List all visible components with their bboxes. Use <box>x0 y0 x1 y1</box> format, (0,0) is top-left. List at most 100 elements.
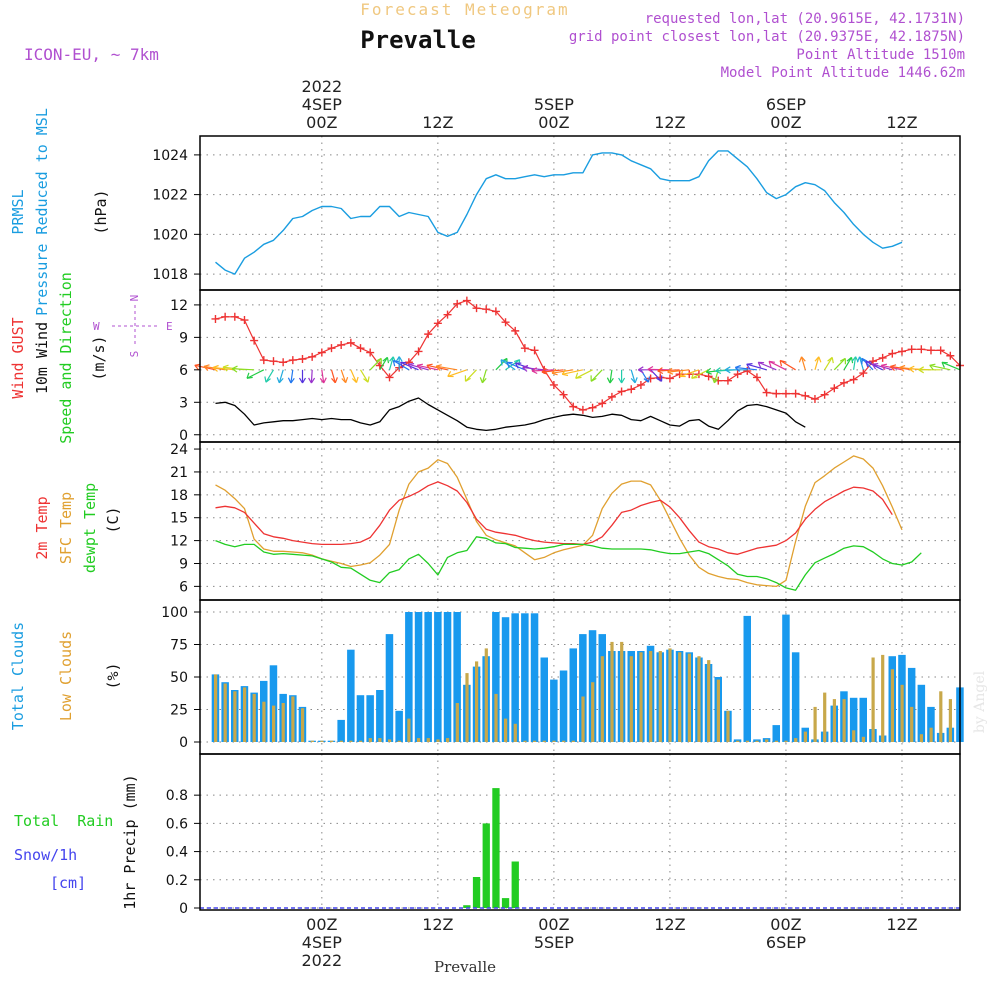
rain-bar <box>482 823 490 908</box>
low-cloud-bar <box>852 730 856 742</box>
rain-bar <box>501 898 510 908</box>
wind-direction-arrowhead <box>757 361 765 368</box>
wind-direction-arrowhead <box>399 361 407 368</box>
total-cloud-bar <box>743 615 751 742</box>
wind-direction-arrowhead <box>382 356 390 364</box>
pressure-panel-frame <box>199 135 961 291</box>
low-cloud-bar <box>784 740 788 742</box>
wind-direction-arrowhead <box>647 365 654 374</box>
cloud-tick-label: 50 <box>170 670 188 686</box>
gust-marker <box>820 390 829 399</box>
snow-unit: [cm] <box>50 874 86 892</box>
wind-label-dir: Speed and Direction <box>57 272 75 444</box>
top-time-label: 00Z <box>306 113 337 132</box>
wind-direction-arrowhead <box>656 375 663 382</box>
total-cloud-bar <box>385 634 394 742</box>
wind-direction-arrowhead <box>814 356 822 363</box>
gust-marker <box>849 375 858 384</box>
gust-marker <box>327 344 336 353</box>
total-cloud-bar <box>559 670 568 742</box>
gust-marker <box>482 305 491 314</box>
pressure-tick-label: 1024 <box>152 148 188 164</box>
low-cloud-bar <box>233 691 237 742</box>
wind-direction-arrow <box>350 369 358 383</box>
temp-tick-label: 21 <box>170 465 188 481</box>
wind-tick-label: 3 <box>179 395 188 411</box>
low-cloud-bar <box>890 669 894 742</box>
low-cloud-bar <box>504 718 508 742</box>
gust-marker <box>259 356 268 365</box>
total-cloud-bar <box>337 719 345 742</box>
gust-marker <box>288 356 297 365</box>
low-cloud-bar <box>214 674 218 742</box>
gust-marker <box>607 392 616 401</box>
top-time-label: 12Z <box>886 113 917 132</box>
top-time-label: 00Z <box>538 113 569 132</box>
gust-marker <box>337 340 346 349</box>
low-cloud-bar <box>678 652 682 742</box>
bottom-time-label: 2022 <box>301 951 342 970</box>
pressure-label-1: PRMSL <box>9 189 27 234</box>
cloud-unit: (%) <box>104 662 122 689</box>
cloud-tick-label: 0 <box>179 735 188 751</box>
pressure-label-2: Pressure Reduced to MSL <box>33 108 51 316</box>
precip-tick-label: 0.6 <box>166 816 188 832</box>
wind-direction-arrow <box>941 361 961 371</box>
gust-marker <box>559 390 568 399</box>
wind-direction-arrow <box>657 369 680 372</box>
wind-direction-arrowhead <box>351 376 359 384</box>
total-cloud-bar <box>530 613 539 742</box>
gust-marker <box>772 389 781 398</box>
wind-direction-arrowhead <box>363 376 370 383</box>
total-cloud-bar <box>772 725 780 742</box>
wind-direction-arrowhead <box>246 372 253 379</box>
cloud-tick-label: 100 <box>161 605 188 621</box>
wind-direction-arrow <box>388 356 394 370</box>
gust-marker <box>511 326 520 335</box>
low-cloud-bar <box>861 736 865 742</box>
wind-direction-arrow <box>392 359 410 371</box>
wind-direction-arrowhead <box>606 377 614 384</box>
total-cloud-bar <box>356 695 365 742</box>
gust-marker <box>723 376 732 385</box>
low-cloud-bar <box>813 706 817 742</box>
low-cloud-bar <box>581 696 585 742</box>
wind-direction-arrowhead <box>630 377 638 384</box>
total-cloud-bar <box>859 697 867 742</box>
gust-marker <box>946 351 955 360</box>
wind-direction-arrowhead <box>899 364 906 372</box>
bottom-time-label: 00Z <box>538 915 569 934</box>
low-cloud-bar <box>330 740 334 742</box>
total-cloud-bar <box>501 617 510 742</box>
low-cloud-bar <box>823 692 827 742</box>
gust-marker <box>240 316 249 325</box>
low-cloud-bar <box>745 740 749 742</box>
wind-direction-arrowhead <box>768 360 776 368</box>
wind-tick-label: 6 <box>179 363 188 379</box>
wind-direction-arrow <box>609 369 613 384</box>
wind-direction-arrowhead <box>908 365 915 373</box>
product-title: Forecast Meteogram <box>360 0 569 19</box>
wind-direction-arrowhead <box>846 356 854 364</box>
low-cloud-bar <box>223 683 227 742</box>
precip-panel-frame <box>199 753 961 911</box>
snow-label: Snow/1h <box>14 846 77 864</box>
wind-direction-arrowhead <box>407 363 415 370</box>
top-time-label: 5SEP <box>534 95 574 114</box>
total-cloud-bar <box>907 667 916 742</box>
wind-direction-arrowhead <box>464 375 471 382</box>
wind-direction-arrowhead <box>222 364 229 372</box>
wind-direction-arrow <box>506 361 526 371</box>
rain-bar <box>472 877 481 908</box>
wind-direction-arrow <box>824 357 833 371</box>
low-cloud-bar <box>552 740 556 742</box>
temp2m-line <box>215 481 893 555</box>
low-cloud-bar <box>359 740 363 742</box>
wind-direction-arrowhead <box>746 363 753 370</box>
wind-direction-arrowhead <box>287 377 295 384</box>
gust-marker <box>859 369 868 378</box>
wind-label-gust: Wind GUST <box>9 317 27 398</box>
total-cloud-bar <box>443 612 452 742</box>
bottom-time-label: 12Z <box>654 915 685 934</box>
series-layer <box>194 150 964 909</box>
